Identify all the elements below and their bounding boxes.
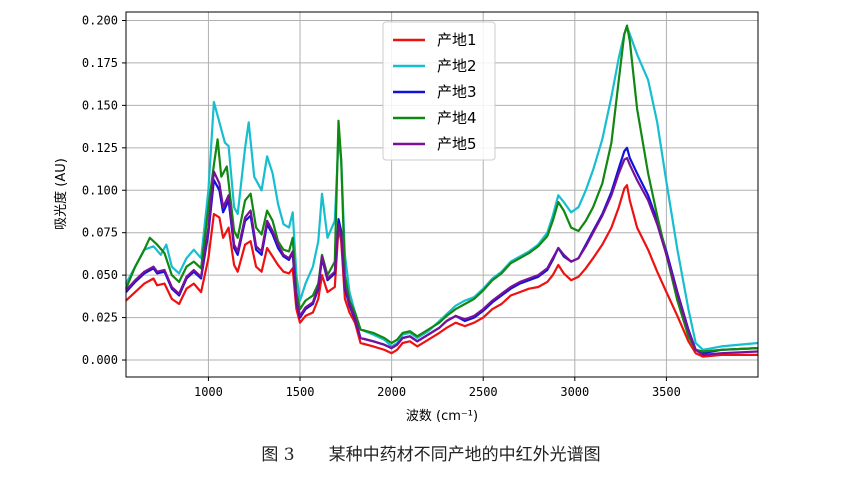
- series-line-4: [124, 24, 759, 353]
- ticks: 1000 1500 2000 2500 3000 3500 0.000 0.025 0.050 0…: [82, 13, 681, 399]
- series-line-2: [125, 26, 759, 351]
- series-line-5: [125, 156, 759, 356]
- series-line-1: [125, 184, 758, 358]
- x-axis-label: 波数 (cm⁻¹): [406, 409, 478, 424]
- y-tick-label: 0.200: [82, 13, 118, 27]
- legend: 产地1 产地2 产地3 产地4 产地5: [382, 21, 496, 161]
- figure-caption: 图 3 某种中药材不同产地的中红外光谱图: [0, 440, 862, 465]
- y-tick-label: 0.075: [82, 226, 118, 240]
- y-tick-label: 0.175: [82, 56, 118, 70]
- x-tick-label: 1000: [194, 385, 223, 399]
- legend-label-1: 产地1: [437, 31, 477, 49]
- y-tick-label: 0.050: [82, 268, 118, 282]
- x-tick-label: 1500: [286, 385, 315, 399]
- legend-label-4: 产地4: [437, 109, 477, 127]
- axes: [125, 11, 759, 378]
- x-tick-label: 2500: [469, 385, 498, 399]
- series-line-3: [125, 146, 759, 355]
- legend-box: [382, 21, 496, 161]
- x-tick-label: 2000: [377, 385, 406, 399]
- caption-figure-number: 图 3: [261, 445, 295, 465]
- y-axis-label: 吸光度 (AU): [53, 158, 69, 230]
- y-tick-label: 0.125: [82, 141, 118, 155]
- caption-text: 某种中药材不同产地的中红外光谱图: [328, 445, 601, 465]
- y-tick-label: 0.025: [82, 311, 118, 325]
- plot-frame: [125, 11, 759, 378]
- y-tick-label: 0.100: [82, 183, 118, 197]
- legend-label-2: 产地2: [437, 57, 477, 75]
- spectrum-chart: 1000 1500 2000 2500 3000 3500 0.000 0.025 0.050 0…: [53, 11, 759, 424]
- legend-label-3: 产地3: [437, 83, 477, 101]
- y-tick-label: 0.000: [82, 353, 118, 367]
- x-tick-label: 3500: [652, 385, 681, 399]
- x-tick-label: 3000: [560, 385, 589, 399]
- y-tick-label: 0.150: [82, 98, 118, 112]
- legend-label-5: 产地5: [437, 135, 477, 153]
- series-lines: [124, 24, 759, 358]
